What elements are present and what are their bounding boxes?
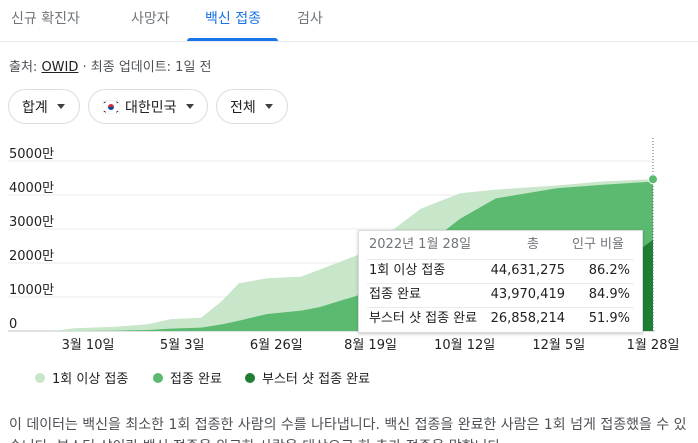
tab-vaccinations[interactable]: 백신 접종 — [205, 11, 261, 27]
active-tab-indicator — [187, 38, 278, 41]
tooltip-col-total: 총 — [527, 237, 539, 252]
tooltip-row: 부스터 샷 접종 완료 26,858,214 51.9% — [359, 307, 642, 331]
tooltip-col-pct: 인구 비율 — [572, 237, 624, 252]
tooltip-row-total: 26,858,214 — [490, 311, 565, 326]
chevron-down-icon — [264, 104, 273, 109]
tooltip-row: 접종 완료 43,970,419 84.9% — [359, 283, 642, 307]
tooltip-row-total: 43,970,419 — [490, 287, 565, 302]
last-updated: · 최종 업데이트: 1일 전 — [78, 60, 212, 75]
tooltip-row-label: 부스터 샷 접종 완료 — [369, 311, 478, 326]
source-prefix: 출처: — [9, 60, 42, 75]
y-tick-label: 1000만 — [9, 283, 54, 298]
source-link[interactable]: OWID — [41, 60, 79, 75]
legend-swatch — [245, 372, 255, 383]
tooltip-divider — [367, 283, 634, 284]
tab-deaths[interactable]: 사망자 — [131, 11, 170, 27]
hover-layer — [648, 138, 658, 331]
x-tick-label: 8월 19일 — [344, 338, 397, 353]
tooltip-row-pct: 51.9% — [588, 311, 630, 326]
y-tick-label: 3000만 — [9, 215, 54, 230]
x-tick-label: 10월 12일 — [434, 338, 495, 353]
tab-new-cases[interactable]: 신규 확진자 — [11, 11, 80, 27]
tooltip-row-label: 1회 이상 접종 — [369, 263, 446, 278]
tooltip-divider — [367, 307, 634, 308]
y-axis-ticks: 5000만 4000만 3000만 2000만 1000만 0 — [9, 147, 54, 332]
chevron-down-icon — [56, 104, 65, 109]
measure-value: 합계 — [22, 99, 48, 116]
x-tick-label: 12월 5일 — [532, 338, 585, 353]
source-line: 출처: OWID · 최종 업데이트: 1일 전 — [9, 56, 212, 75]
legend-label: 접종 완료 — [170, 372, 222, 387]
tooltip-row-total: 44,631,275 — [490, 263, 565, 278]
tooltip-date: 2022년 1월 28일 — [369, 237, 472, 252]
legend-label: 부스터 샷 접종 완료 — [262, 372, 371, 387]
chart-description: 이 데이터는 백신을 최소한 1회 접종한 사람의 수를 나타냅니다. 백신 접… — [9, 417, 687, 443]
range-dropdown[interactable]: 전체 — [216, 89, 288, 124]
tooltip-divider — [367, 259, 634, 260]
legend-swatch — [35, 372, 45, 383]
country-dropdown[interactable]: 대한민국 — [88, 89, 208, 124]
measure-dropdown[interactable]: 합계 — [8, 89, 80, 124]
chart-tooltip: 2022년 1월 28일 총 인구 비율 1회 이상 접종 44,631,275… — [358, 230, 643, 333]
y-tick-label: 2000만 — [9, 249, 54, 264]
y-tick-label: 0 — [9, 317, 17, 332]
chevron-down-icon — [185, 104, 194, 109]
tooltip-row-label: 접종 완료 — [369, 287, 421, 302]
x-tick-label: 6월 26일 — [250, 338, 303, 353]
hover-point — [648, 174, 658, 185]
legend-swatch — [153, 372, 163, 383]
legend-label: 1회 이상 접종 — [52, 372, 129, 387]
x-tick-label: 3월 10일 — [62, 338, 115, 353]
legend-item-fully-vaccinated[interactable]: 접종 완료 — [153, 368, 222, 387]
tooltip-row: 1회 이상 접종 44,631,275 86.2% — [359, 259, 642, 283]
legend-item-first-dose[interactable]: 1회 이상 접종 — [35, 368, 128, 387]
korea-flag-icon — [102, 99, 120, 114]
x-tick-label: 5월 3일 — [160, 338, 205, 353]
tab-bar: 신규 확진자 사망자 백신 접종 검사 — [0, 0, 698, 42]
y-tick-label: 5000만 — [9, 147, 54, 162]
range-value: 전체 — [230, 99, 256, 116]
country-value: 대한민국 — [125, 99, 177, 116]
tooltip-row-pct: 86.2% — [588, 263, 630, 278]
tooltip-row-pct: 84.9% — [588, 287, 630, 302]
x-axis-ticks: 3월 10일 5월 3일 6월 26일 8월 19일 10월 12일 12월 5일 1월 2… — [62, 338, 680, 353]
legend-item-booster[interactable]: 부스터 샷 접종 완료 — [245, 368, 370, 387]
tab-tests[interactable]: 검사 — [297, 11, 323, 27]
y-tick-label: 4000만 — [9, 181, 54, 196]
x-tick-label: 1월 28일 — [627, 338, 680, 353]
